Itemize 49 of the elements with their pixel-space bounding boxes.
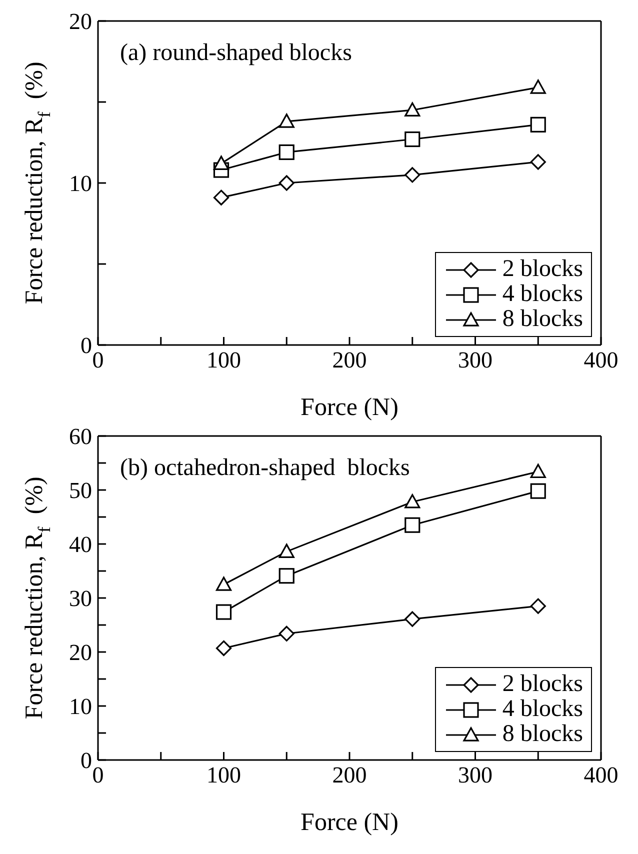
x-tick-label: 100: [206, 762, 241, 788]
y-tick-label: 10: [69, 171, 92, 196]
point: [216, 576, 232, 591]
point: [213, 156, 230, 170]
point: [404, 167, 420, 183]
point: [530, 154, 546, 170]
x-tick-label: 300: [458, 762, 492, 788]
point: [404, 494, 420, 508]
point: [404, 131, 420, 148]
point: [404, 517, 420, 533]
point: [530, 80, 546, 94]
point: [278, 144, 294, 160]
point: [530, 116, 546, 132]
point: [530, 464, 546, 478]
point: [530, 483, 546, 499]
annotation: (a) round-shaped blocks: [120, 40, 352, 67]
point: [530, 598, 546, 614]
annotation: (b) octahedron-shaped blocks: [120, 455, 410, 482]
legend-label: 2 blocks: [502, 256, 583, 282]
x-tick-label: 200: [332, 762, 367, 788]
y-tick-label: 30: [69, 586, 92, 612]
point: [404, 102, 420, 116]
x-axis-title: Force (N): [300, 809, 398, 836]
point: [278, 175, 294, 191]
x-tick-label: 200: [332, 347, 367, 372]
x-axis-title: Force (N): [300, 394, 398, 421]
y-tick-label: 40: [69, 532, 92, 558]
y-tick-label: 20: [69, 640, 92, 666]
y-tick-label: 60: [69, 424, 92, 450]
legend-label: 4 blocks: [502, 281, 583, 307]
y-tick-label: 50: [69, 478, 92, 504]
y-tick-label: 10: [69, 694, 92, 720]
legend-label: 8 blocks: [502, 306, 583, 332]
point: [404, 611, 420, 627]
x-tick-label: 100: [206, 347, 241, 372]
point: [278, 544, 294, 558]
point: [213, 190, 230, 206]
point: [278, 568, 294, 584]
legend-label: 2 blocks: [502, 671, 583, 697]
y-tick-label: 20: [69, 9, 92, 34]
point: [216, 604, 232, 620]
x-tick-label: 300: [458, 347, 492, 372]
legend-label: 4 blocks: [502, 696, 583, 722]
point: [216, 640, 232, 656]
point: [278, 114, 294, 128]
legend-label: 8 blocks: [502, 721, 583, 747]
x-tick-label: 400: [584, 347, 618, 372]
point: [278, 626, 294, 642]
x-tick-label: 400: [584, 762, 618, 788]
